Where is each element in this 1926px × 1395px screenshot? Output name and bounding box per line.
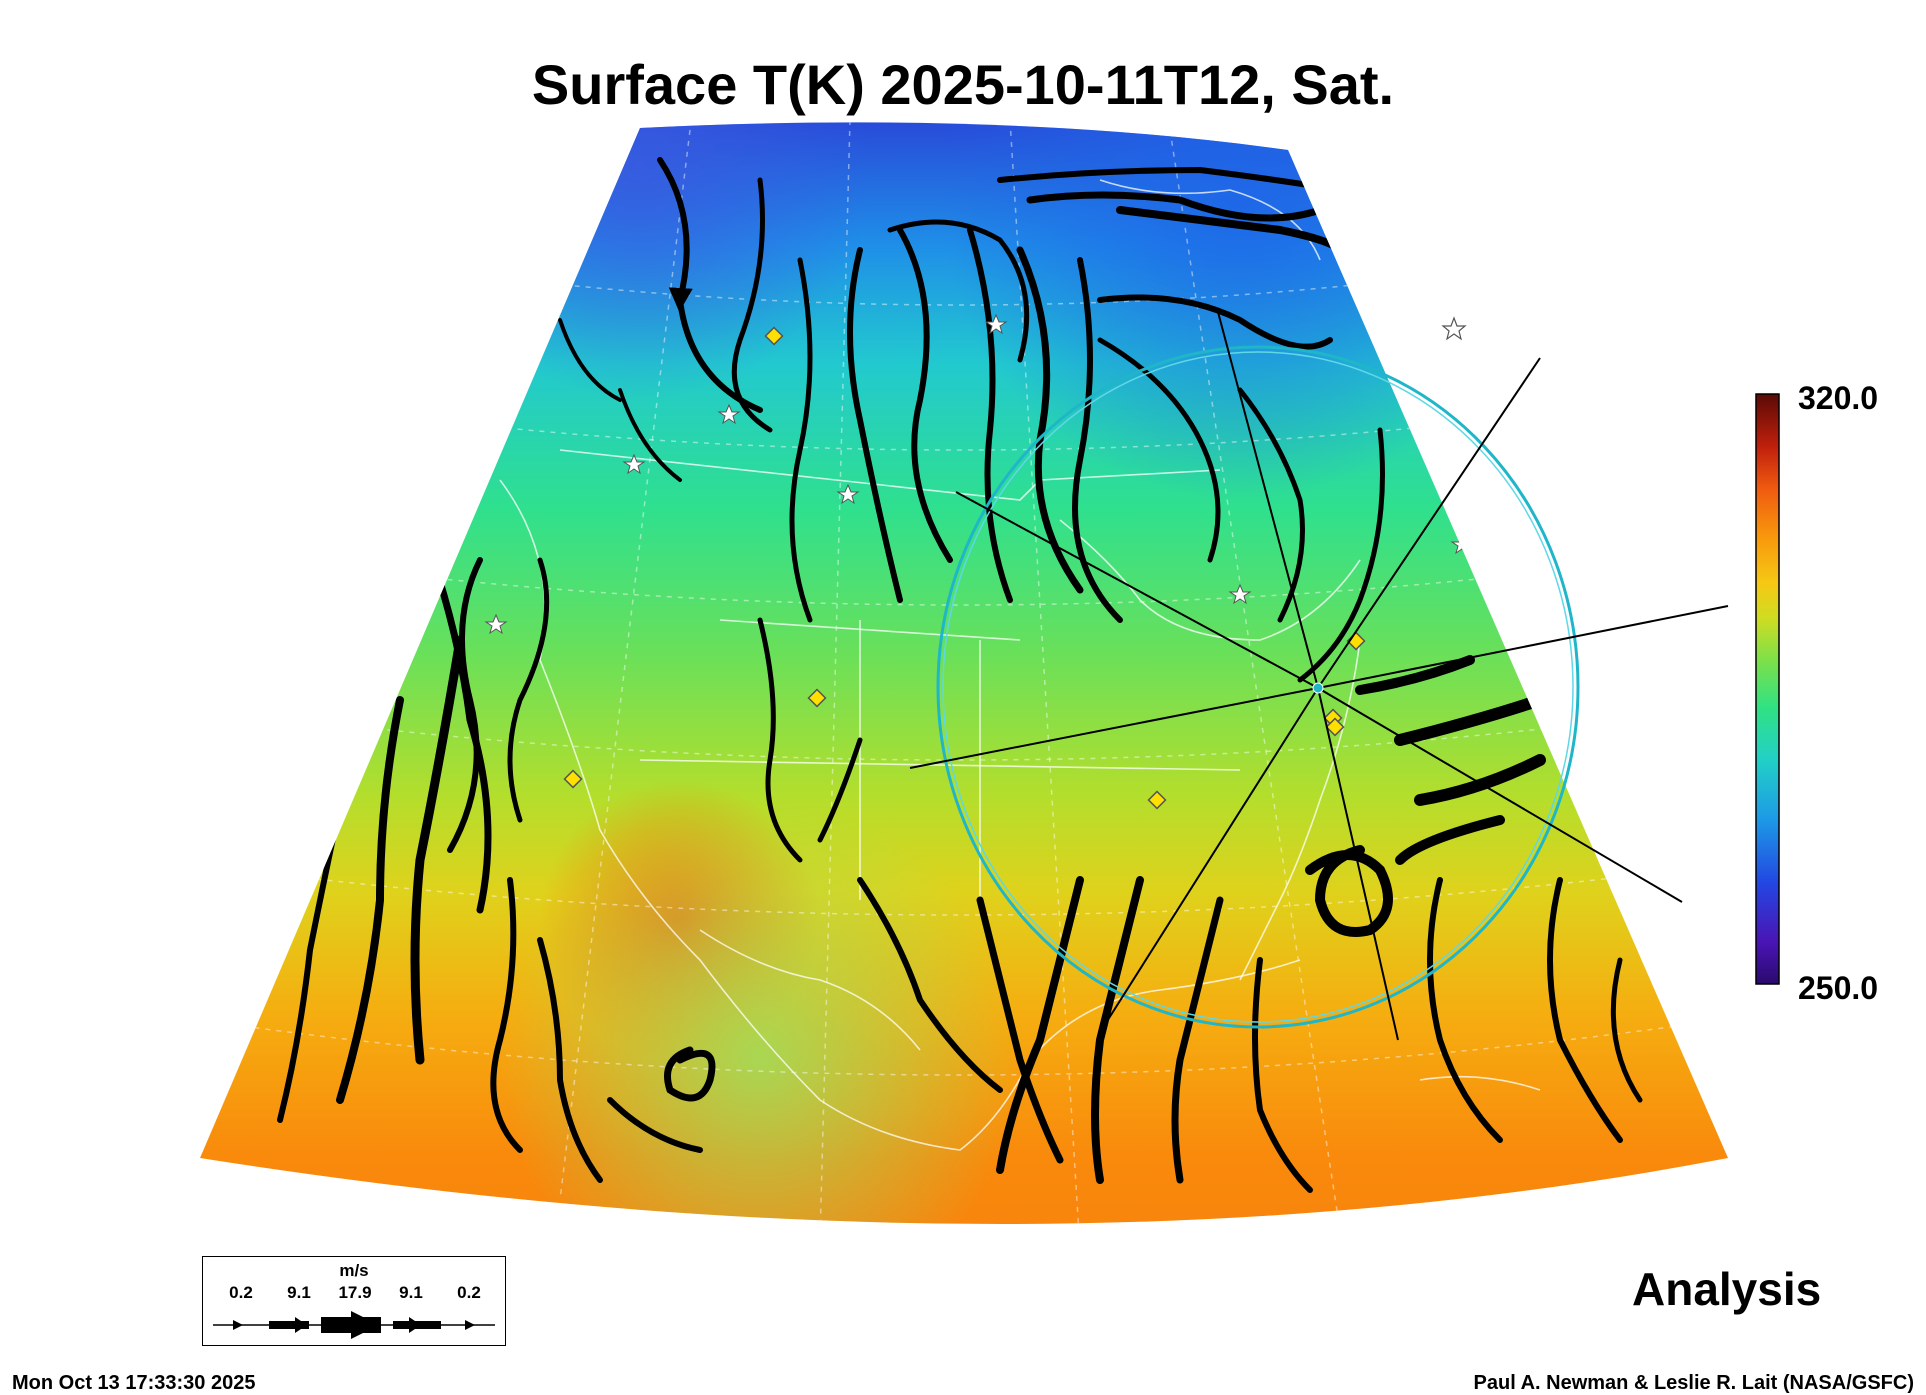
chart-title: Surface T(K) 2025-10-11T12, Sat. [531,53,1395,116]
footer-credit: Paul A. Newman & Leslie R. Lait (NASA/GS… [1473,1372,1914,1394]
ring-center [1312,682,1324,694]
diamond-marker [764,326,784,346]
station-diamonds [563,326,1366,810]
diamond-marker [1325,717,1345,737]
legend-value: 0.2 [457,1283,481,1302]
colorbar-min-label: 250.0 [1798,970,1879,1006]
radial-lines [909,311,1729,1041]
legend-value: 0.2 [229,1283,253,1302]
wind-speed-legend: m/s 0.2 9.1 17.9 9.1 0.2 [202,1256,506,1346]
colorbar [1755,393,1780,985]
graticule [200,122,1721,1224]
legend-unit: m/s [339,1261,369,1280]
coastlines [499,179,1541,1151]
star-marker [984,313,1008,335]
star-marker [1441,316,1467,341]
star-marker [484,613,508,635]
diamond-marker [1147,790,1167,810]
star-marker [717,403,741,425]
colorbar-max-label: 320.0 [1798,380,1879,416]
star-marker [622,453,646,475]
legend-arrow [213,1311,495,1339]
panel-label: Analysis [1632,1263,1822,1315]
diamond-marker [807,688,827,708]
diamond-marker [563,769,583,789]
footer-timestamp: Mon Oct 13 17:33:30 2025 [12,1372,256,1394]
range-ring [936,345,1580,1029]
star-marker [836,483,860,505]
wind-streamlines [247,157,1643,1193]
legend-value: 17.9 [338,1283,372,1302]
legend-value: 9.1 [399,1283,423,1302]
star-marker [1228,583,1252,605]
legend-value: 9.1 [287,1283,311,1302]
temperature-field [200,122,1728,1224]
